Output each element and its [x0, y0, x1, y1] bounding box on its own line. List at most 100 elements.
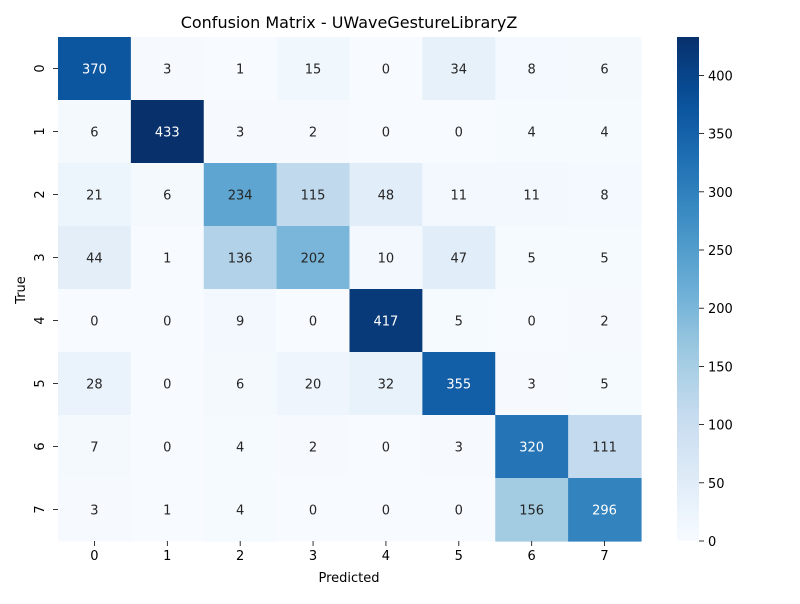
x-tick-label-2: 2 [236, 549, 244, 564]
cell-value-label-0-3: 15 [305, 63, 322, 78]
cell-value-label-3-1: 1 [163, 252, 171, 267]
heatmap-cell-5-5 [422, 352, 496, 416]
cell-value-label-3-3: 202 [301, 252, 326, 267]
y-axis-label: True [14, 276, 29, 305]
heatmap-cell-2-2 [203, 163, 278, 227]
cell-value-label-1-1: 433 [155, 126, 180, 141]
heatmap-cell-0-6 [495, 37, 569, 101]
cell-value-label-4-1: 0 [163, 315, 171, 330]
colorbar-tick-label-200: 200 [708, 302, 733, 317]
cell-value-label-7-7: 296 [592, 504, 617, 519]
colorbar: 0 50 100 150 200 250 300 350 400 [677, 37, 733, 550]
heatmap-cell-1-5 [422, 100, 496, 164]
heatmap-cell-6-2 [203, 415, 278, 479]
x-axis-label: Predicted [318, 571, 379, 586]
heatmap-cell-3-4 [349, 226, 423, 290]
colorbar-tick-label-250: 250 [708, 244, 733, 259]
y-tick-label-3: 3 [33, 253, 48, 261]
cell-value-label-6-4: 0 [382, 441, 390, 456]
cell-value-label-6-2: 4 [236, 441, 244, 456]
colorbar-tick-label-300: 300 [708, 186, 733, 201]
heatmap-cell-7-2 [203, 478, 278, 542]
x-axis-ticks: 0 1 2 3 4 5 6 7 [90, 541, 609, 564]
colorbar-tick-label-50: 50 [708, 477, 725, 492]
heatmap-cell-4-2 [203, 289, 278, 353]
cell-value-label-2-6: 11 [523, 189, 540, 204]
cell-value-label-6-7: 111 [592, 441, 617, 456]
heatmap-cell-2-6 [495, 163, 569, 227]
cell-value-label-0-0: 370 [82, 63, 107, 78]
y-tick-label-1: 1 [33, 127, 48, 135]
heatmap-cell-4-5 [422, 289, 496, 353]
heatmap-cell-2-5 [422, 163, 496, 227]
heatmap-cell-5-6 [495, 352, 569, 416]
y-tick-label-6: 6 [33, 442, 48, 450]
cell-value-label-3-5: 47 [451, 252, 468, 267]
colorbar-tick-label-400: 400 [708, 69, 733, 84]
x-tick-label-1: 1 [163, 549, 171, 564]
cell-value-label-4-6: 0 [528, 315, 536, 330]
y-tick-label-2: 2 [33, 190, 48, 198]
heatmap-cell-5-2 [203, 352, 278, 416]
heatmap-cell-2-0 [58, 163, 132, 227]
cell-value-label-0-1: 3 [163, 63, 171, 78]
colorbar-tick-label-150: 150 [708, 360, 733, 375]
y-tick-label-5: 5 [33, 379, 48, 387]
heatmap-cell-6-4 [349, 415, 423, 479]
cell-value-label-3-6: 5 [528, 252, 536, 267]
heatmap-cell-0-7 [568, 37, 642, 101]
heatmap-cell-6-7 [568, 415, 642, 479]
cell-value-label-6-1: 0 [163, 441, 171, 456]
cell-value-label-2-7: 8 [600, 189, 608, 204]
x-tick-label-4: 4 [382, 549, 390, 564]
heatmap-cell-6-1 [130, 415, 205, 479]
heatmap-cell-1-3 [276, 100, 351, 164]
heatmap-cell-6-5 [422, 415, 496, 479]
heatmap-cell-4-3 [276, 289, 351, 353]
heatmap-cell-3-6 [495, 226, 569, 290]
heatmap-cell-3-7 [568, 226, 642, 290]
cell-value-label-3-4: 10 [378, 252, 395, 267]
y-tick-label-4: 4 [33, 316, 48, 324]
cell-value-label-2-5: 11 [451, 189, 468, 204]
cell-value-label-5-3: 20 [305, 378, 322, 393]
heatmap-cell-5-0 [58, 352, 132, 416]
cell-value-label-3-0: 44 [86, 252, 103, 267]
cell-value-label-4-4: 417 [374, 315, 399, 330]
heatmap-cell-1-7 [568, 100, 642, 164]
cell-value-label-1-0: 6 [90, 126, 98, 141]
heatmap-cell-0-4 [349, 37, 423, 101]
heatmap-cell-3-2 [203, 226, 278, 290]
heatmap-cell-1-2 [203, 100, 278, 164]
x-tick-label-7: 7 [600, 549, 608, 564]
heatmap-cell-5-1 [130, 352, 205, 416]
chart-title: Confusion Matrix - UWaveGestureLibraryZ [181, 13, 518, 32]
heatmap-cell-2-7 [568, 163, 642, 227]
colorbar-gradient [677, 37, 699, 541]
cell-value-label-0-5: 34 [451, 63, 468, 78]
cell-value-label-5-0: 28 [86, 378, 103, 393]
heatmap-cell-0-3 [276, 37, 351, 101]
cell-value-label-4-7: 2 [600, 315, 608, 330]
heatmap-cell-6-0 [58, 415, 132, 479]
heatmap-cell-1-6 [495, 100, 569, 164]
cell-value-label-6-5: 3 [455, 441, 463, 456]
x-tick-label-5: 5 [455, 549, 463, 564]
y-tick-label-0: 0 [33, 64, 48, 72]
cell-value-label-5-1: 0 [163, 378, 171, 393]
cell-value-label-5-5: 355 [446, 378, 471, 393]
heatmap-cell-2-4 [349, 163, 423, 227]
heatmap-cell-4-6 [495, 289, 569, 353]
cell-value-label-5-4: 32 [378, 378, 395, 393]
heatmap-cell-4-4 [349, 289, 423, 353]
cell-value-label-2-4: 48 [378, 189, 395, 204]
heatmap-cell-3-0 [58, 226, 132, 290]
heatmap-cell-6-6 [495, 415, 569, 479]
cell-value-label-4-2: 9 [236, 315, 244, 330]
heatmap-cell-3-5 [422, 226, 496, 290]
cell-value-label-2-3: 115 [301, 189, 326, 204]
heatmap-cells: 370 3 1 15 0 34 8 66 433 3 2 0 0 4 421 6 234 115 48 11 11 844… [58, 37, 642, 542]
cell-value-label-7-3: 0 [309, 504, 317, 519]
cell-value-label-2-2: 234 [228, 189, 253, 204]
